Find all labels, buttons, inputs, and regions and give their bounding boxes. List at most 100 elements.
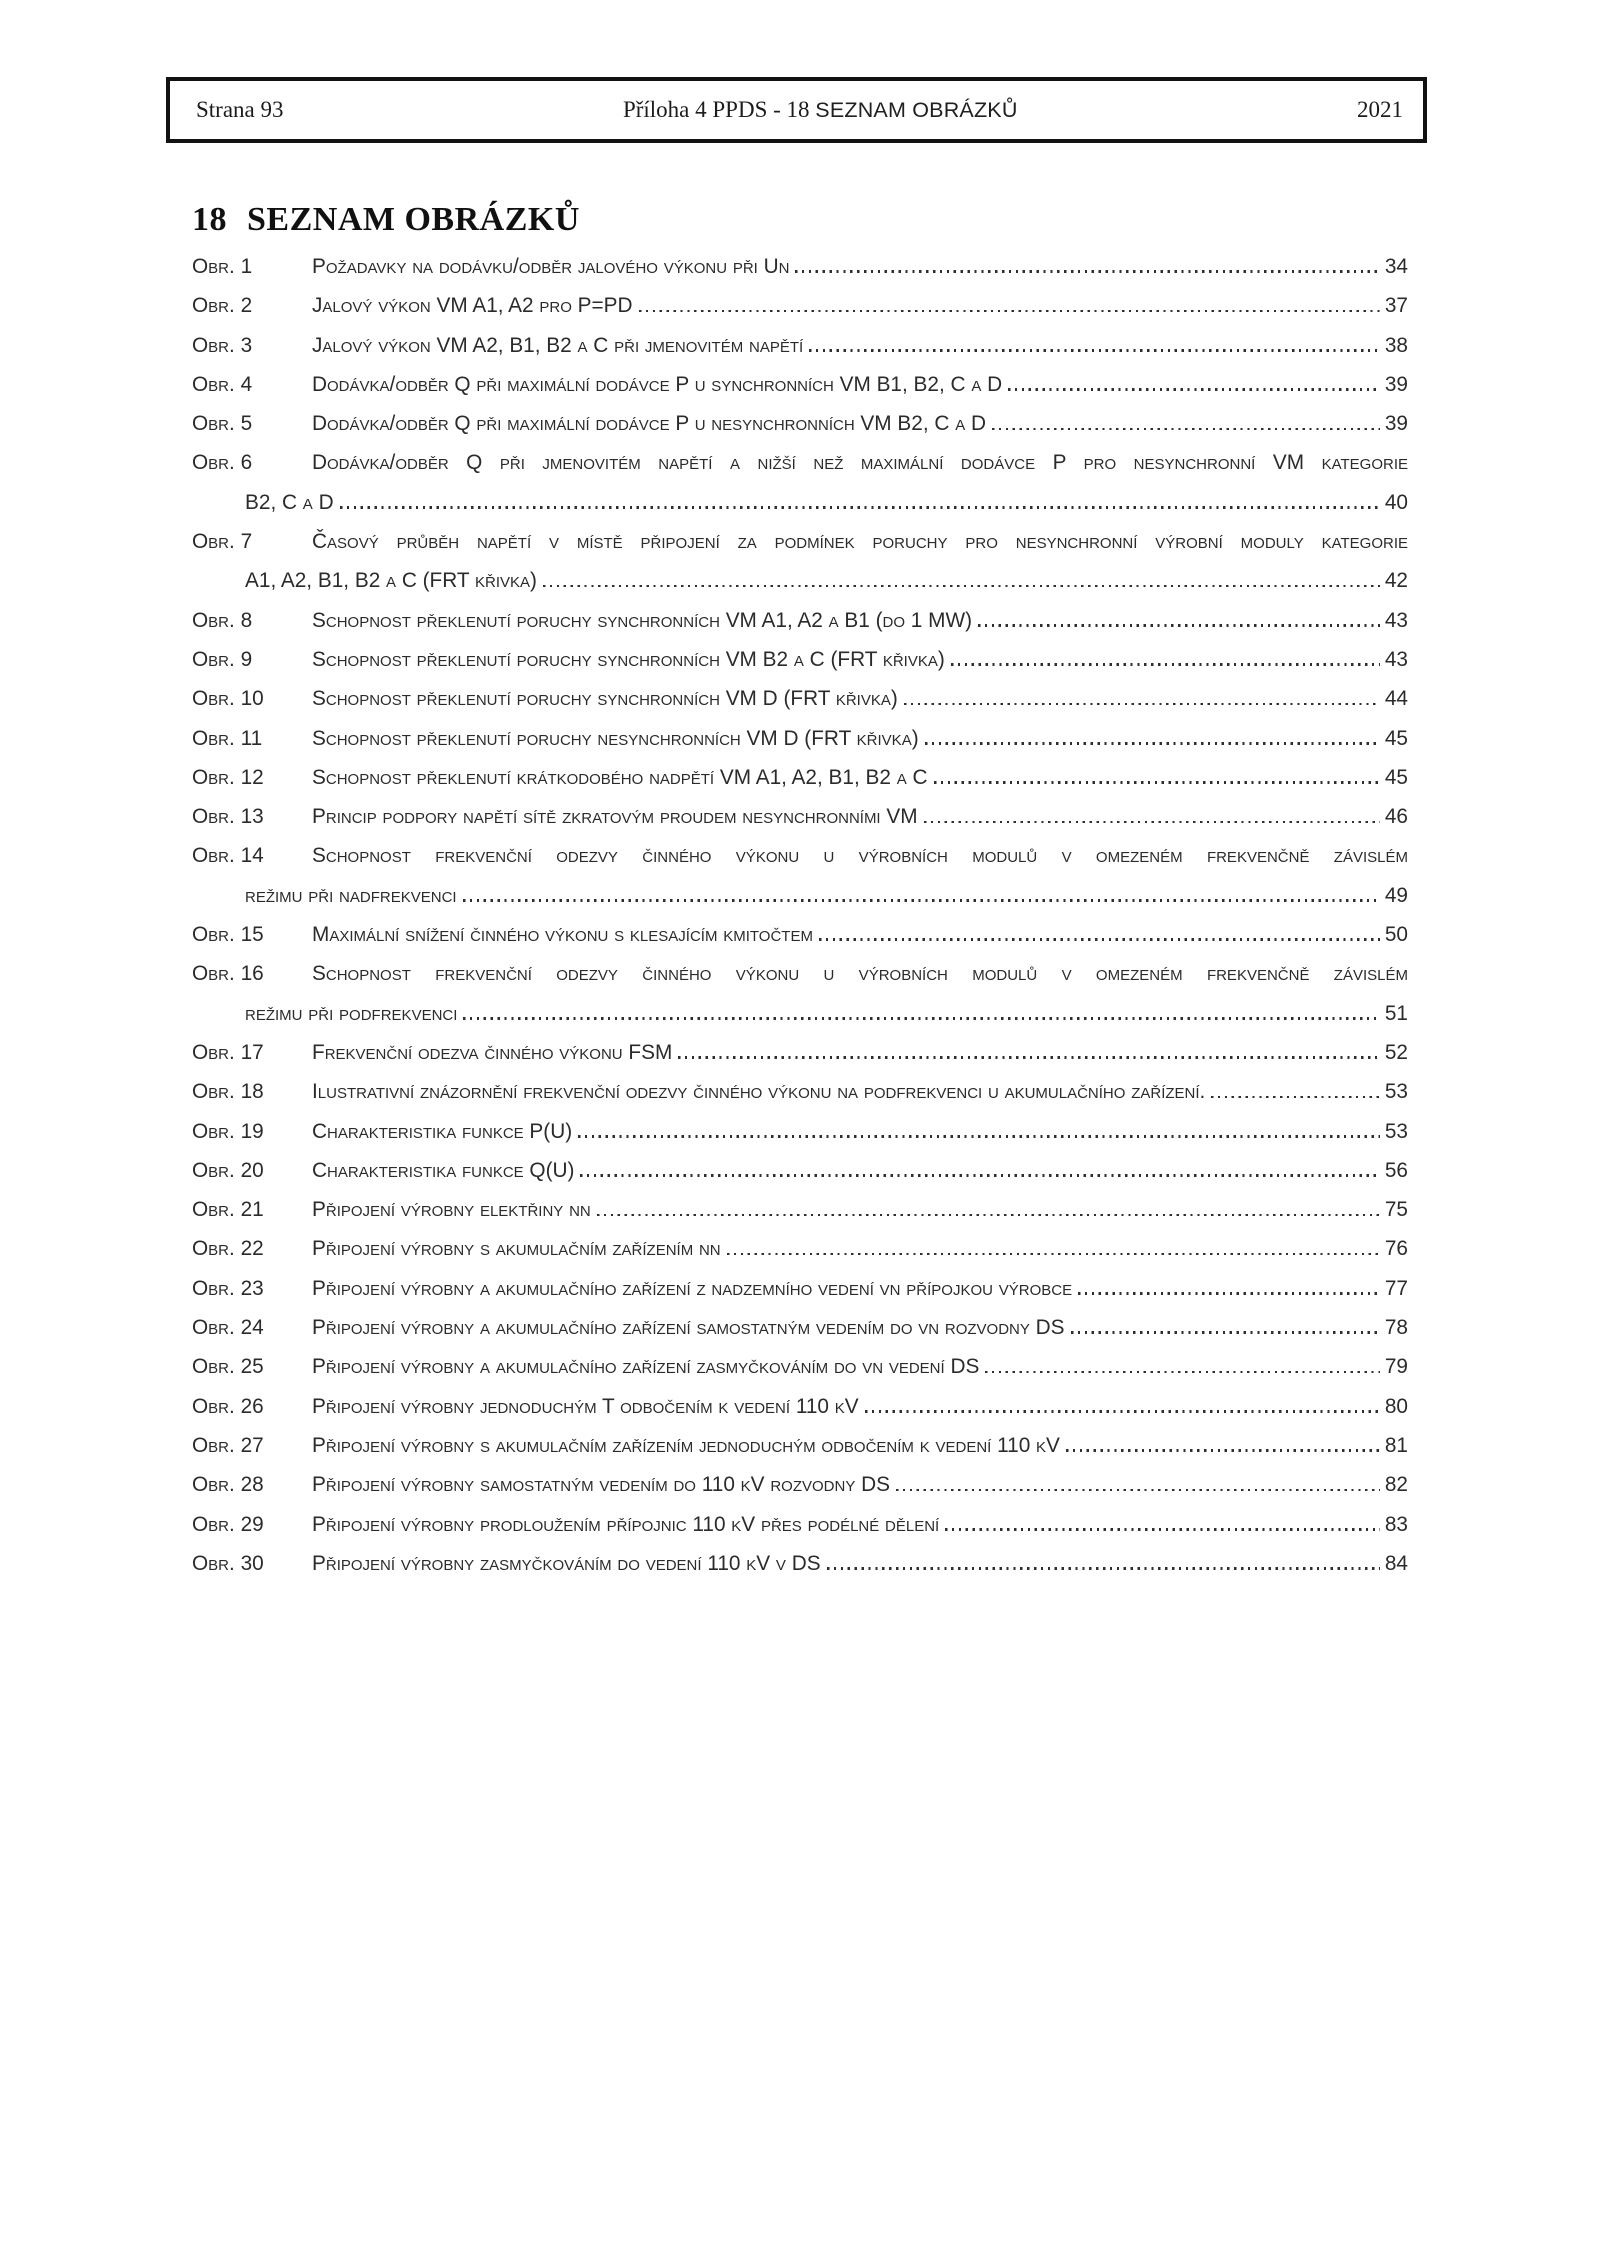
- toc-entry-line: Obr. 7 Časový průběh napětí v místě připo…: [192, 522, 1408, 561]
- toc-entry-line: Obr. 8 Schopnost překlenutí poruchy synch…: [192, 601, 1408, 640]
- toc-entry-line: A1, A2, B1, B2 a C (FRT křivka) 42: [192, 561, 1408, 600]
- toc-entry-line: Obr. 10 Schopnost překlenutí poruchy sync…: [192, 679, 1408, 718]
- dot-leader: [596, 1213, 1380, 1217]
- toc-entry-label: Obr. 10: [192, 687, 264, 711]
- toc-entry-line: Obr. 13 Princip podpory napětí sítě zkrat…: [192, 797, 1408, 836]
- header-page-label: Strana 93: [196, 97, 284, 122]
- toc-list: Obr. 1 Požadavky na dodávku/odběr jalovéh…: [192, 247, 1408, 1583]
- dot-leader: [463, 1017, 1380, 1020]
- toc-entry-line: B2, C a D 40: [192, 483, 1408, 522]
- dot-leader: [978, 624, 1380, 627]
- dot-leader: [945, 1527, 1380, 1531]
- toc-entry-title: Připojení výrobny elektřiny nn: [312, 1198, 591, 1222]
- toc-page-number: 38: [1384, 333, 1408, 357]
- dot-leader: [923, 820, 1380, 824]
- toc-entry-line: Obr. 23 Připojení výrobny a akumulačního …: [192, 1269, 1408, 1308]
- toc-entry-label: Obr. 29: [192, 1512, 264, 1536]
- toc-entry-line: Obr. 29 Připojení výrobny prodloužením př…: [192, 1505, 1408, 1544]
- toc-entry-label: Obr. 8: [192, 608, 253, 632]
- page-header: Strana 93 Příloha 4 PPDS - 18 SEZNAM OBR…: [166, 77, 1427, 143]
- toc-entry-line: Obr. 1 Požadavky na dodávku/odběr jalovéh…: [192, 247, 1408, 286]
- toc-entry-label: Obr. 16: [192, 962, 264, 986]
- toc-page-number: 49: [1384, 883, 1408, 907]
- dot-leader: [462, 899, 1380, 902]
- toc-entry-line: Obr. 22 Připojení výrobny s akumulačním z…: [192, 1229, 1408, 1268]
- toc-page-number: 37: [1384, 294, 1408, 318]
- toc-entry-title: Připojení výrobny a akumulačního zařízen…: [312, 1276, 1073, 1300]
- toc-entry-label: Obr. 3: [192, 333, 253, 357]
- page-title-number: 18: [192, 201, 227, 238]
- toc-entry-title: Časový průběh napětí v místě připojení z…: [312, 530, 1408, 554]
- toc-entry-title: Připojení výrobny samostatným vedením do…: [312, 1473, 891, 1497]
- dot-leader: [903, 702, 1380, 706]
- toc-page-number: 75: [1384, 1198, 1408, 1222]
- toc-entry-title: Frekvenční odezva činného výkonu FSM: [312, 1040, 673, 1064]
- dot-leader: [1008, 388, 1380, 391]
- dot-leader: [726, 1252, 1380, 1256]
- toc-entry-line: Obr. 18 Ilustrativní znázornění frekvenčn…: [192, 1072, 1408, 1111]
- toc-entry-title: Schopnost překlenutí poruchy synchronníc…: [312, 608, 973, 632]
- dot-leader: [678, 1056, 1380, 1059]
- header-title-sans: SEZNAM OBRÁZKŮ: [815, 98, 1018, 122]
- toc-entry-line: Obr. 17 Frekvenční odezva činného výkonu …: [192, 1033, 1408, 1072]
- toc-entry-title: režimu při podfrekvenci: [245, 1001, 458, 1025]
- toc-entry-title: Jalový výkon VM A2, B1, B2 a C při jmeno…: [312, 333, 804, 357]
- toc-page-number: 39: [1384, 372, 1408, 396]
- toc-entry-line: Obr. 19 Charakteristika funkce P(U) 53: [192, 1112, 1408, 1151]
- toc-entry-label: Obr. 13: [192, 805, 264, 829]
- toc-entry-label: Obr. 6: [192, 451, 253, 475]
- toc-entry-title: Požadavky na dodávku/odběr jalového výko…: [312, 255, 790, 278]
- toc-entry-title: B2, C a D: [245, 490, 334, 514]
- dot-leader: [985, 1370, 1380, 1374]
- toc-entry-label: Obr. 21: [192, 1198, 264, 1222]
- toc-entry-title: Schopnost překlenutí poruchy synchronníc…: [312, 647, 945, 671]
- toc-page-number: 53: [1384, 1119, 1408, 1143]
- toc-page-number: 81: [1384, 1433, 1408, 1457]
- toc-entry-label: Obr. 17: [192, 1040, 264, 1064]
- toc-page-number: 50: [1384, 923, 1408, 947]
- dot-leader: [1078, 1292, 1380, 1295]
- toc-entry-label: Obr. 25: [192, 1355, 264, 1379]
- toc-entry-label: Obr. 27: [192, 1433, 264, 1457]
- toc-page-number: 56: [1384, 1158, 1408, 1182]
- header-title-serif: Příloha 4 PPDS - 18: [622, 97, 816, 122]
- toc-entry-label: Obr. 4: [192, 372, 253, 396]
- toc-entry-title: Schopnost překlenutí poruchy nesynchronn…: [312, 726, 919, 750]
- toc-entry-title: Schopnost překlenutí krátkodobého nadpět…: [312, 765, 928, 789]
- toc-entry-title: Schopnost frekvenční odezvy činného výko…: [312, 962, 1408, 986]
- dot-leader: [1065, 1449, 1380, 1452]
- toc-entry-line: režimu při nadfrekvenci 49: [192, 876, 1408, 915]
- toc-entry-line: Obr. 6 Dodávka/odběr Q při jmenovitém nap…: [192, 443, 1408, 482]
- toc-page-number: 80: [1384, 1394, 1408, 1418]
- toc-page-number: 51: [1384, 1001, 1408, 1025]
- dot-leader: [1070, 1331, 1380, 1335]
- dot-leader: [339, 506, 1380, 509]
- toc-entry-line: Obr. 24 Připojení výrobny a akumulačního …: [192, 1308, 1408, 1347]
- page-title: 18 SEZNAM OBRÁZKŮ: [192, 200, 580, 240]
- dot-leader: [896, 1488, 1380, 1492]
- toc-entry-line: Obr. 21 Připojení výrobny elektřiny nn 75: [192, 1190, 1408, 1229]
- toc-page-number: 34: [1384, 255, 1408, 278]
- dot-leader: [638, 309, 1380, 313]
- toc-page-number: 77: [1384, 1276, 1408, 1300]
- toc-entry-label: Obr. 20: [192, 1158, 264, 1182]
- dot-leader: [795, 270, 1380, 273]
- toc-page-number: 43: [1384, 608, 1408, 632]
- toc-entry-title: Připojení výrobny s akumulačním zařízení…: [312, 1433, 1060, 1457]
- toc-page-number: 45: [1384, 726, 1408, 750]
- toc-entry-label: Obr. 9: [192, 647, 253, 671]
- toc-entry-title: Maximální snížení činného výkonu s klesa…: [312, 923, 813, 947]
- toc-entry-line: Obr. 28 Připojení výrobny samostatným ved…: [192, 1465, 1408, 1504]
- toc-entry-title: Připojení výrobny prodloužením přípojnic…: [312, 1512, 940, 1536]
- toc-entry-line: Obr. 20 Charakteristika funkce Q(U) 56: [192, 1151, 1408, 1190]
- dot-leader: [580, 1174, 1380, 1177]
- toc-entry-title: Charakteristika funkce Q(U): [312, 1158, 575, 1182]
- toc-entry-label: Obr. 1: [192, 255, 253, 278]
- dot-leader: [924, 741, 1380, 745]
- toc-entry-line: Obr. 11 Schopnost překlenutí poruchy nesy…: [192, 719, 1408, 758]
- dot-leader: [818, 938, 1380, 942]
- toc-entry-label: Obr. 30: [192, 1551, 264, 1575]
- toc-entry-line: Obr. 27 Připojení výrobny s akumulačním z…: [192, 1426, 1408, 1465]
- dot-leader: [578, 1134, 1380, 1138]
- toc-entry-line: Obr. 26 Připojení výrobny jednoduchým T o…: [192, 1387, 1408, 1426]
